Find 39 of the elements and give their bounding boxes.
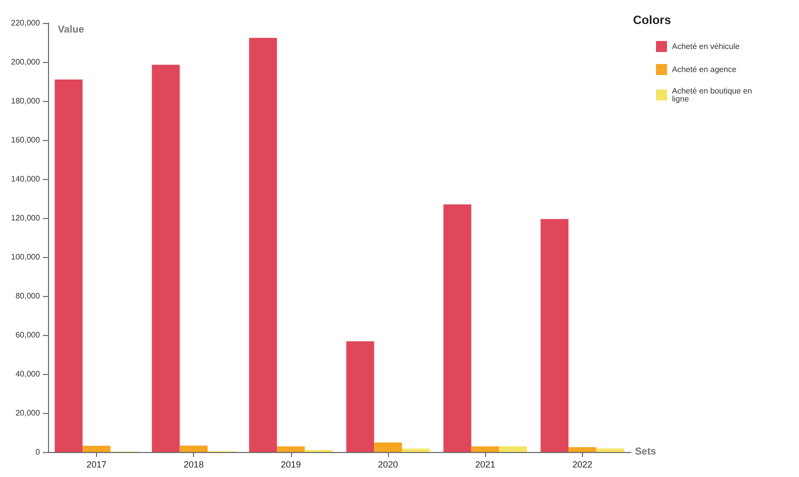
y-tick-label: 180,000 bbox=[10, 96, 40, 106]
bar bbox=[499, 446, 528, 452]
y-tick-label: 200,000 bbox=[10, 58, 40, 66]
bar bbox=[374, 442, 402, 452]
legend-title: Colors bbox=[632, 13, 672, 27]
bar bbox=[346, 341, 374, 452]
legend-label: Acheté en boutique en ligne bbox=[672, 86, 754, 104]
x-tick-label: 2019 bbox=[280, 460, 301, 470]
bar bbox=[276, 446, 305, 452]
bar bbox=[540, 218, 568, 452]
y-tick-label: 140,000 bbox=[10, 174, 40, 184]
bar bbox=[443, 204, 472, 452]
x-tick-label: 2017 bbox=[86, 460, 107, 470]
y-axis-title: Value bbox=[58, 24, 84, 36]
bar bbox=[249, 38, 277, 452]
x-tick-label: 2021 bbox=[475, 460, 496, 470]
bar bbox=[54, 80, 83, 452]
y-tick-label: 160,000 bbox=[10, 136, 40, 144]
bar bbox=[180, 446, 208, 452]
bar bbox=[402, 448, 430, 452]
legend-label: Acheté en agence bbox=[672, 65, 738, 74]
x-axis-title: Sets bbox=[635, 446, 657, 458]
y-tick-label: 100,000 bbox=[10, 252, 40, 262]
y-tick-label: 40,000 bbox=[15, 370, 40, 378]
bar bbox=[152, 64, 180, 452]
y-tick-label: 120,000 bbox=[10, 214, 40, 222]
x-tick-label: 2020 bbox=[378, 460, 398, 470]
y-tick-label: 80,000 bbox=[15, 292, 40, 300]
y-tick-label: 20,000 bbox=[15, 408, 40, 418]
y-tick-label: 0 bbox=[35, 448, 40, 456]
bar bbox=[82, 446, 110, 452]
bar bbox=[568, 447, 596, 452]
y-tick-label: 60,000 bbox=[15, 330, 40, 340]
bar bbox=[596, 448, 624, 452]
bar bbox=[471, 446, 500, 452]
y-tick-label: 220,000 bbox=[10, 18, 40, 28]
x-tick-label: 2022 bbox=[572, 460, 592, 470]
legend-label: Acheté en véhicule bbox=[672, 42, 740, 51]
x-tick-label: 2018 bbox=[184, 460, 204, 470]
